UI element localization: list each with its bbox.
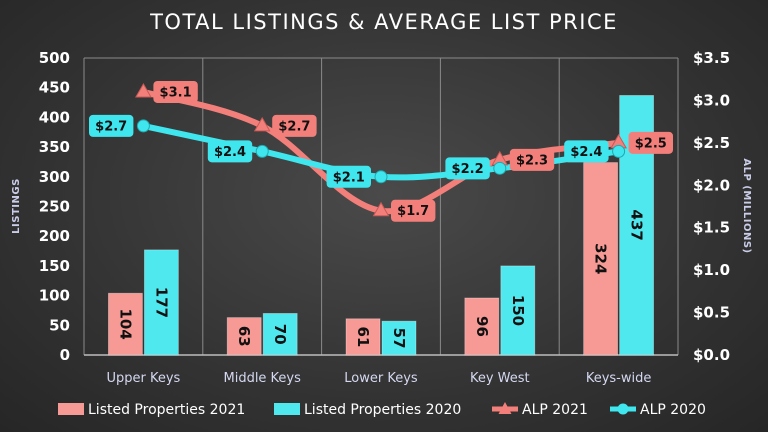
y-tick-right: $1.0 bbox=[693, 261, 730, 279]
bar-label: 96 bbox=[473, 316, 491, 337]
x-tick-label: Upper Keys bbox=[106, 371, 180, 386]
bar-label: 104 bbox=[116, 308, 134, 339]
line-point bbox=[612, 144, 626, 158]
y-tick-left: 250 bbox=[39, 198, 70, 216]
bar bbox=[262, 313, 298, 356]
line-point bbox=[136, 119, 150, 133]
point-label: $2.1 bbox=[333, 170, 365, 185]
point-label: $2.4 bbox=[570, 145, 602, 160]
point-label-box bbox=[326, 165, 371, 188]
y-tick-left: 500 bbox=[39, 49, 70, 67]
y-tick-left: 450 bbox=[39, 79, 70, 97]
point-label-box bbox=[89, 114, 134, 137]
y-tick-left: 0 bbox=[60, 346, 70, 364]
y-axis-title-left: LISTINGS bbox=[11, 178, 22, 234]
point-label: $2.2 bbox=[452, 162, 484, 177]
x-tick-label: Key West bbox=[470, 371, 530, 386]
bar-label: 63 bbox=[235, 326, 253, 347]
point-label: $3.1 bbox=[160, 85, 192, 100]
point-label-box bbox=[564, 140, 609, 163]
line-point bbox=[253, 116, 271, 132]
point-label-box bbox=[272, 114, 317, 137]
line-point bbox=[374, 170, 388, 184]
bar-label: 70 bbox=[271, 324, 289, 345]
bar-label: 437 bbox=[628, 210, 646, 241]
chart-title: TOTAL LISTINGS & AVERAGE LIST PRICE bbox=[149, 10, 618, 34]
y-tick-right: $0.5 bbox=[693, 304, 730, 322]
point-label: $2.3 bbox=[516, 153, 548, 168]
point-label-box bbox=[509, 148, 555, 171]
legend-marker bbox=[617, 403, 629, 415]
point-label: $2.4 bbox=[214, 145, 246, 160]
point-label-box bbox=[207, 140, 253, 163]
line-point bbox=[493, 161, 507, 175]
y-tick-left: 350 bbox=[39, 138, 70, 156]
legend-label: Listed Properties 2021 bbox=[88, 402, 245, 418]
point-label: $2.7 bbox=[95, 119, 127, 134]
point-label: $1.7 bbox=[397, 204, 429, 219]
legend-swatch bbox=[274, 403, 300, 415]
line-point bbox=[255, 144, 269, 158]
y-tick-left: 400 bbox=[39, 108, 70, 126]
legend-swatch bbox=[58, 403, 84, 415]
x-tick-label: Keys-wide bbox=[586, 371, 652, 386]
legend-label: ALP 2020 bbox=[640, 402, 706, 418]
x-tick-label: Lower Keys bbox=[344, 371, 418, 386]
y-axis-title-right: ALP (MILLIONS) bbox=[741, 158, 752, 253]
legend-label: ALP 2021 bbox=[522, 402, 588, 418]
y-tick-right: $1.5 bbox=[693, 219, 730, 237]
y-tick-right: $2.5 bbox=[693, 134, 730, 152]
bar bbox=[583, 162, 618, 356]
line-point bbox=[135, 82, 152, 98]
legend-marker bbox=[498, 402, 512, 414]
bar bbox=[381, 320, 417, 356]
x-tick-label: Middle Keys bbox=[223, 371, 301, 386]
bar-label: 57 bbox=[390, 328, 408, 349]
bar-label: 61 bbox=[354, 326, 372, 347]
y-tick-right: $3.5 bbox=[693, 49, 730, 67]
legend-label: Listed Properties 2020 bbox=[304, 402, 461, 418]
y-tick-left: 50 bbox=[49, 316, 70, 334]
point-label-box bbox=[628, 131, 673, 154]
bar-label: 150 bbox=[509, 295, 527, 326]
bar bbox=[108, 292, 143, 356]
bar bbox=[464, 297, 500, 356]
point-label-box bbox=[445, 157, 490, 180]
y-tick-right: $2.0 bbox=[693, 176, 730, 194]
point-label-box bbox=[391, 199, 436, 222]
y-tick-right: $0.0 bbox=[693, 346, 730, 364]
bar bbox=[345, 318, 381, 356]
y-tick-left: 150 bbox=[39, 257, 70, 275]
bar-label: 177 bbox=[152, 287, 170, 318]
bar-label: 324 bbox=[592, 243, 610, 274]
y-tick-right: $3.0 bbox=[693, 91, 730, 109]
bar bbox=[226, 317, 262, 356]
line-point bbox=[372, 201, 390, 217]
y-tick-left: 300 bbox=[39, 168, 70, 186]
bar bbox=[500, 265, 536, 356]
point-label-box bbox=[153, 80, 198, 103]
y-tick-left: 200 bbox=[39, 227, 70, 245]
y-tick-left: 100 bbox=[39, 287, 70, 305]
point-label: $2.5 bbox=[635, 136, 667, 151]
bar bbox=[143, 249, 179, 356]
point-label: $2.7 bbox=[278, 119, 310, 134]
